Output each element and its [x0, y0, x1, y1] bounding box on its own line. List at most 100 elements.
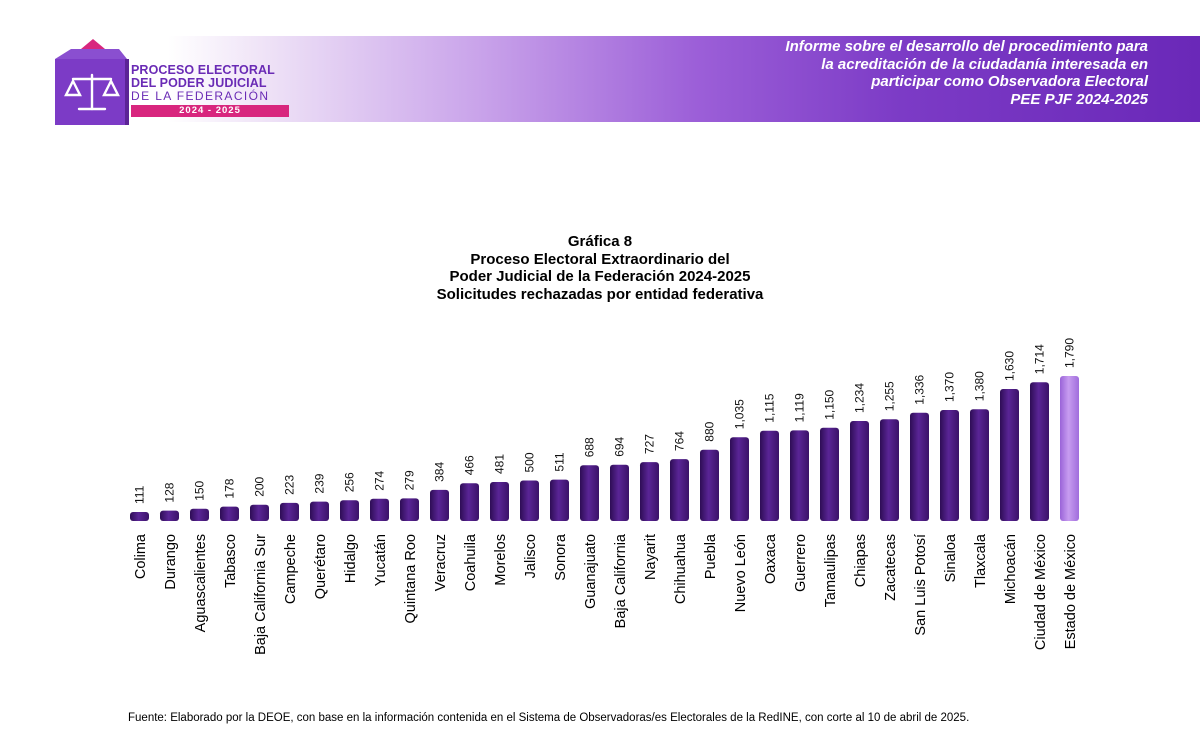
bar-tlaxcala: [970, 409, 989, 521]
bar-nuevo-leon: [730, 437, 749, 521]
value-label-colima: 111: [133, 485, 147, 504]
value-label-chiapas: 1,234: [853, 383, 867, 413]
value-label-tamaulipas: 1,150: [823, 389, 837, 419]
bar-guerrero: [790, 430, 809, 521]
category-label-michoacan: Michoacán: [1003, 534, 1019, 604]
logo-years: 2024 - 2025: [131, 105, 289, 117]
bar-tamaulipas: [820, 427, 839, 521]
category-label-guerrero: Guerrero: [793, 534, 809, 592]
value-label-baja-california-sur: 200: [253, 476, 267, 496]
value-label-aguascalientes: 150: [193, 480, 207, 500]
category-label-campeche: Campeche: [283, 534, 299, 604]
category-label-puebla: Puebla: [703, 533, 719, 579]
logo-line-1: PROCESO ELECTORAL: [131, 63, 275, 77]
bar-baja-california-sur: [250, 504, 269, 521]
report-title-line: Informe sobre el desarrollo del procedim…: [785, 38, 1148, 55]
category-label-zacatecas: Zacatecas: [883, 534, 899, 601]
logo-text: PROCESO ELECTORAL DEL PODER JUDICIAL DE …: [131, 64, 296, 117]
category-label-ciudad-de-mexico: Ciudad de México: [1033, 534, 1049, 650]
value-label-tlaxcala: 1,380: [973, 371, 987, 401]
value-label-oaxaca: 1,115: [763, 393, 777, 422]
chart-title-line: Solicitudes rechazadas por entidad feder…: [436, 285, 764, 303]
bar-yucatan: [370, 498, 389, 521]
category-label-guanajuato: Guanajuato: [583, 534, 599, 609]
category-labels-group: Colima Durango Aguascalientes Tabasco Baja C…: [133, 533, 1079, 655]
bar-michoacan: [1000, 389, 1019, 521]
value-label-hidalgo: 256: [343, 472, 357, 492]
category-label-baja-california-sur: Baja California Sur: [253, 534, 269, 655]
category-label-durango: Durango: [163, 534, 179, 590]
value-label-sinaloa: 1,370: [943, 372, 957, 402]
bar-campeche: [280, 502, 299, 521]
value-label-morelos: 481: [493, 454, 507, 474]
bar-quintana-roo: [400, 498, 419, 521]
category-label-nayarit: Nayarit: [643, 534, 659, 580]
bar-chihuahua: [670, 459, 689, 521]
bar-puebla: [700, 449, 719, 521]
bar-san-luis-potosi: [910, 412, 929, 521]
bar-zacatecas: [880, 419, 899, 521]
bar-guanajuato: [580, 465, 599, 521]
bar-sinaloa: [940, 410, 959, 521]
bar-estado-de-mexico: [1060, 376, 1079, 521]
report-title-line: PEE PJF 2024-2025: [1010, 90, 1148, 108]
value-label-san-luis-potosi: 1,336: [913, 374, 927, 404]
value-label-quintana-roo: 279: [403, 470, 417, 490]
value-label-durango: 128: [163, 482, 177, 502]
bar-aguascalientes: [190, 508, 209, 521]
category-label-coahuila: Coahuila: [463, 533, 479, 591]
bars-group: [130, 376, 1079, 521]
value-label-queretaro: 239: [313, 473, 327, 493]
logo-line-2: DEL PODER JUDICIAL: [131, 76, 267, 90]
bar-sonora: [550, 479, 569, 521]
scales-icon: [64, 73, 120, 111]
value-label-nayarit: 727: [643, 434, 657, 454]
report-title: Informe sobre el desarrollo del procedim…: [628, 38, 1148, 108]
value-label-michoacan: 1,630: [1003, 351, 1017, 381]
bar-oaxaca: [760, 430, 779, 521]
bar-durango: [160, 510, 179, 521]
bar-veracruz: [430, 489, 449, 521]
category-label-tabasco: Tabasco: [223, 534, 239, 588]
report-title-line: la acreditación de la ciudadanía interes…: [821, 55, 1148, 73]
category-label-chiapas: Chiapas: [853, 534, 869, 587]
bar-coahuila: [460, 483, 479, 521]
category-label-san-luis-potosi: San Luis Potosí: [913, 534, 929, 636]
chart-title-line: Proceso Electoral Extraordinario del: [470, 250, 730, 268]
category-label-veracruz: Veracruz: [433, 534, 449, 591]
value-label-campeche: 223: [283, 475, 297, 495]
bar-chiapas: [850, 421, 869, 521]
value-label-guerrero: 1,119: [793, 393, 807, 422]
category-label-tlaxcala: Tlaxcala: [973, 533, 989, 588]
value-label-coahuila: 466: [463, 455, 477, 475]
chart-title-line: Gráfica 8: [567, 233, 633, 250]
report-title-line: participar como Observadora Electoral: [871, 73, 1148, 90]
category-label-aguascalientes: Aguascalientes: [193, 534, 209, 632]
category-label-nuevo-leon: Nuevo León: [733, 534, 749, 612]
bar-tabasco: [220, 506, 239, 521]
category-label-jalisco: Jalisco: [523, 534, 539, 578]
value-label-tabasco: 178: [223, 478, 237, 498]
value-label-yucatan: 274: [373, 470, 387, 490]
value-labels-group: 111 128 150 178 200 223 239 256 274 279 384 466 481 5…: [133, 338, 1077, 504]
value-label-veracruz: 384: [433, 462, 447, 482]
category-label-hidalgo: Hidalgo: [343, 534, 359, 583]
category-label-morelos: Morelos: [493, 534, 509, 586]
category-label-queretaro: Querétaro: [313, 534, 329, 599]
source-note: Fuente: Elaborado por la DEOE, con base …: [128, 712, 970, 724]
category-label-sonora: Sonora: [553, 533, 569, 581]
chart-title-line: Poder Judicial de la Federación 2024-202…: [449, 268, 751, 285]
bar-morelos: [490, 482, 509, 521]
logo: [55, 39, 129, 125]
value-label-chihuahua: 764: [673, 431, 687, 451]
category-label-quintana-roo: Quintana Roo: [403, 534, 419, 623]
value-label-puebla: 880: [703, 421, 717, 441]
category-label-chihuahua: Chihuahua: [673, 533, 689, 604]
ballot-box-icon: [55, 39, 129, 125]
bar-queretaro: [310, 501, 329, 521]
category-label-sinaloa: Sinaloa: [943, 533, 959, 582]
value-label-guanajuato: 688: [583, 437, 597, 457]
category-label-oaxaca: Oaxaca: [763, 533, 779, 584]
value-label-jalisco: 500: [523, 452, 537, 472]
